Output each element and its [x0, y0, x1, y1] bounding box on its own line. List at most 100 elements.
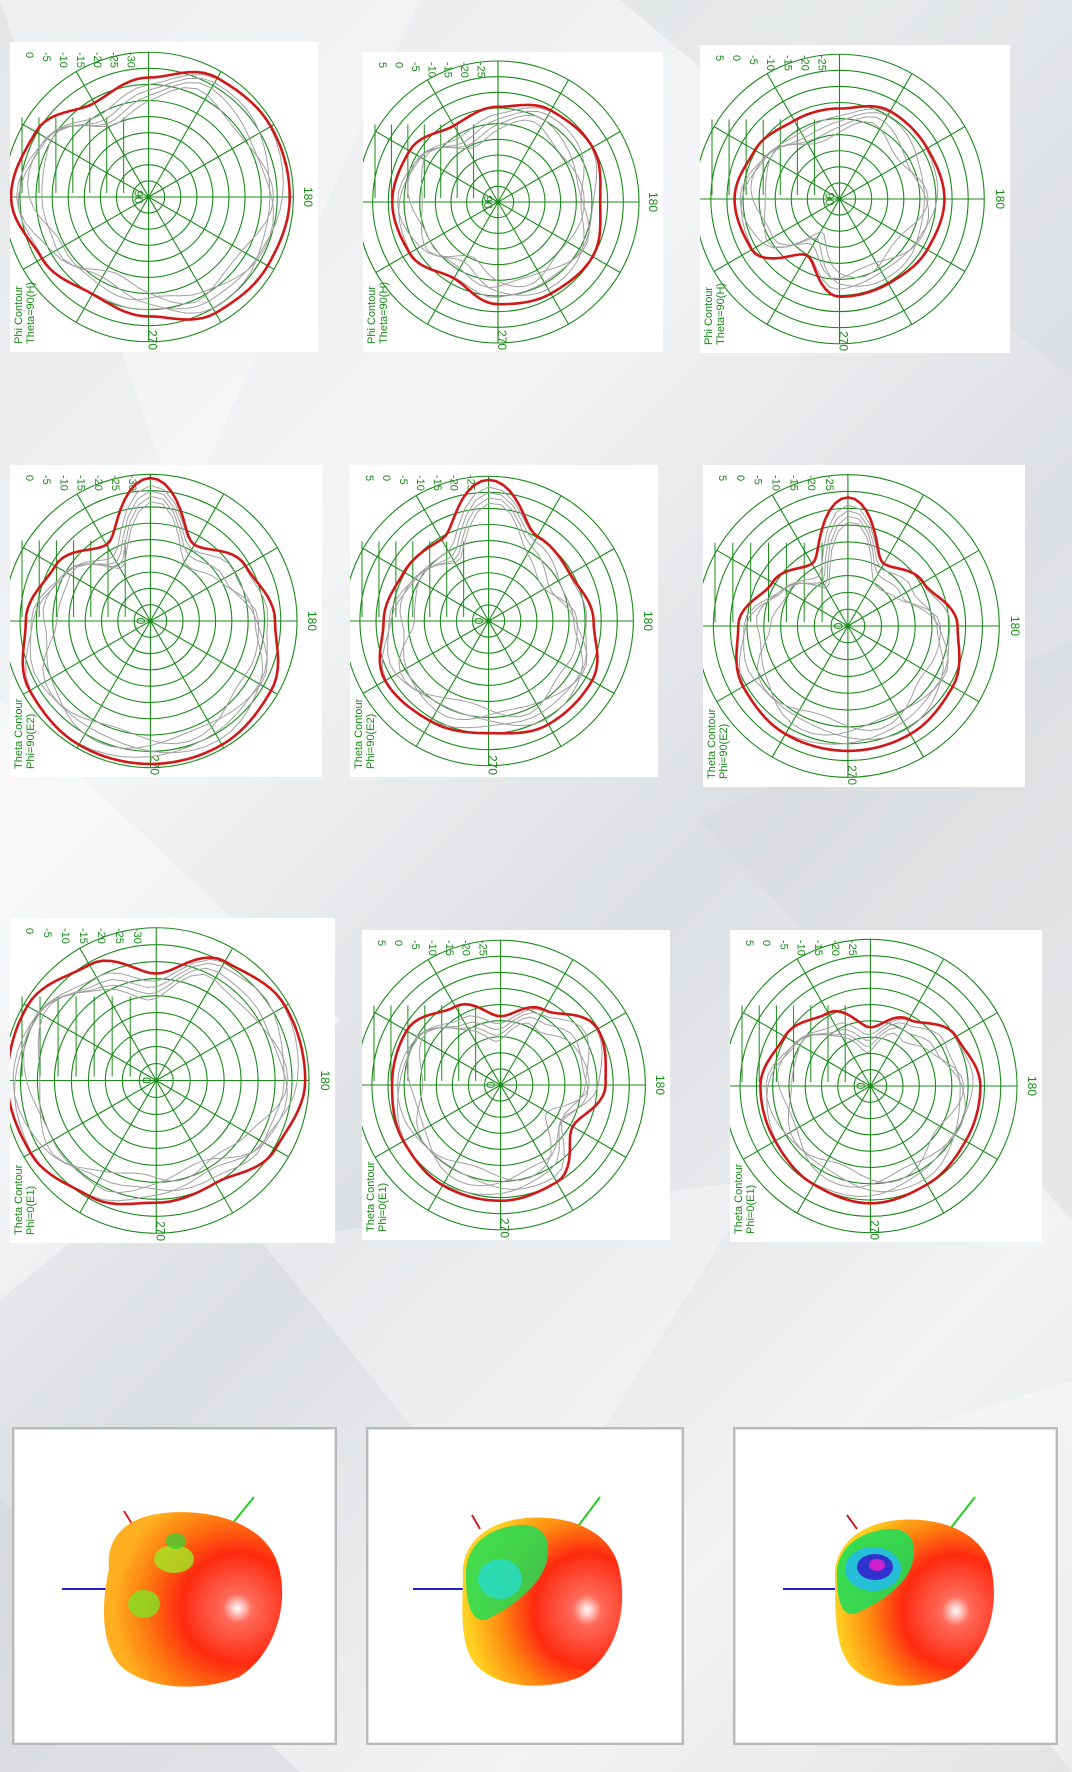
- angle-label: 0: [133, 618, 147, 625]
- comparison-trace: [420, 119, 585, 288]
- polar-plot-theta-phi90-a: 0 -5 -10 -15 -20 -25 -30 0 270 180 Theta Contour Ph…: [10, 465, 322, 777]
- grid-spoke: [839, 73, 913, 200]
- radiation-3d-svg-b: [413, 1496, 623, 1686]
- ring-label: -25: [823, 475, 835, 491]
- grid-spoke: [76, 620, 151, 749]
- comparison-trace: [29, 490, 264, 754]
- grid-spoke: [713, 126, 840, 200]
- ring-label: -10: [59, 928, 71, 944]
- plot-cut-label: Phi=0(E1): [377, 1183, 389, 1232]
- angle-label: 270: [845, 765, 859, 785]
- ring-label: -25: [113, 928, 125, 944]
- grid-spoke: [869, 958, 945, 1087]
- grid-spoke: [839, 126, 966, 200]
- grid-spoke: [375, 201, 499, 273]
- radiation-3d-svg-c: [783, 1496, 994, 1686]
- ring-label: 0: [392, 62, 404, 68]
- ring-label: -10: [770, 475, 782, 491]
- grid-spoke: [716, 625, 849, 703]
- ring-label: -30: [131, 928, 143, 944]
- axis-x-line: [123, 1510, 133, 1525]
- grid-spoke: [427, 79, 499, 203]
- ring-label: -30: [126, 475, 138, 491]
- ring-label: -10: [57, 52, 69, 68]
- angle-label: 270: [146, 330, 160, 350]
- comparison-trace: [396, 110, 585, 296]
- grid-spoke: [75, 71, 150, 198]
- grid-spoke: [150, 547, 278, 622]
- comparison-trace: [756, 515, 949, 736]
- ring-label: -10: [426, 940, 438, 956]
- angle-label: 90: [481, 195, 495, 209]
- ring-label: -30: [125, 52, 137, 68]
- measured-trace: [390, 103, 602, 306]
- measured-trace: [735, 496, 961, 753]
- axis-x-line: [471, 1514, 481, 1530]
- plot-cut-label: Phi=0(E1): [745, 1185, 757, 1234]
- angle-label: 180: [318, 1070, 332, 1090]
- ring-label: 0: [734, 475, 746, 481]
- comparison-trace: [42, 501, 260, 745]
- polar-plot-phi-theta90-c: 5 0 -5 -10 -15 -20 -25 90 270 180 Phi Contour Theta…: [700, 45, 1010, 353]
- ring-label: -15: [74, 52, 86, 68]
- ring-label: -10: [414, 475, 426, 491]
- comparison-trace: [750, 116, 929, 280]
- polar-plot-theta-phi90-b: 5 0 -5 -10 -15 -20 -25 0 270 180 Theta Contour Phi=…: [350, 465, 658, 777]
- angle-label: 180: [993, 189, 1007, 209]
- grid-spoke: [148, 124, 275, 198]
- measured-trace: [733, 104, 946, 299]
- grid-spoke: [743, 1085, 871, 1160]
- ring-label: 0: [392, 940, 404, 946]
- polar-grid: 0 -5 -10 -15 -20 -25 -30 90 270 180: [10, 51, 315, 350]
- ring-label: -20: [829, 940, 841, 956]
- plot-contour-label: Theta Contour: [365, 1161, 377, 1232]
- axis-x-line: [846, 1514, 858, 1530]
- grid-spoke: [847, 494, 925, 627]
- ring-label: -10: [57, 475, 69, 491]
- ring-label: -25: [477, 940, 489, 956]
- angle-label: 0: [472, 618, 486, 625]
- grid-spoke: [415, 495, 490, 622]
- comparison-trace: [387, 491, 584, 727]
- angle-label: 270: [498, 1218, 512, 1238]
- grid-spoke: [869, 1085, 945, 1214]
- ring-label: -5: [41, 928, 53, 938]
- ring-label: 0: [730, 55, 742, 61]
- comparison-trace: [406, 1016, 589, 1187]
- angle-label: 180: [1025, 1076, 1039, 1096]
- comparison-trace: [12, 962, 285, 1192]
- polar-plot-theta-phi0-b: 5 0 -5 -10 -15 -20 -25 0 270 180 Theta Contour Phi=…: [362, 930, 670, 1240]
- grid-spoke: [870, 1085, 998, 1160]
- ring-label: 5: [363, 475, 375, 481]
- ring-label: -20: [92, 475, 104, 491]
- polar-plot-theta-phi0-a: 0 -5 -10 -15 -20 -25 -30 0 270 180 Theta Contour Ph…: [10, 918, 335, 1243]
- polar-plot-theta-phi90-c: 5 0 -5 -10 -15 -20 -25 0 270 180 Theta Contour Phi=…: [703, 465, 1025, 787]
- grid-spoke: [839, 198, 966, 272]
- angle-label: 180: [641, 611, 655, 631]
- polar-chart-svg: 5 0 -5 -10 -15 -20 -25 90 270 180 Phi Contour Theta…: [700, 53, 1007, 351]
- comparison-trace: [743, 510, 944, 741]
- ring-label: 0: [23, 52, 35, 58]
- ring-label: -15: [77, 928, 89, 944]
- angle-label: 270: [867, 1220, 881, 1240]
- ring-label: -25: [846, 940, 858, 956]
- ring-label: -20: [95, 928, 107, 944]
- angle-label: 180: [301, 187, 315, 207]
- radiation-3d-svg-a: [62, 1496, 283, 1687]
- ring-label: -5: [409, 62, 421, 72]
- radiation-pattern-3d-c: [733, 1427, 1058, 1745]
- comparison-trace: [399, 497, 588, 721]
- grid-spoke: [427, 959, 502, 1086]
- ring-label: 5: [713, 55, 725, 61]
- grid-spoke: [148, 196, 275, 270]
- polar-chart-svg: 0 -5 -10 -15 -20 -25 -30 90 270 180 Phi Contour The…: [10, 51, 315, 350]
- comparison-trace: [776, 1026, 966, 1188]
- plot-cut-label: Theta=90(H): [25, 282, 37, 344]
- comparison-trace: [739, 112, 926, 287]
- angle-label: 90: [823, 192, 837, 206]
- ring-label: -15: [812, 940, 824, 956]
- angle-label: 90: [132, 190, 146, 204]
- ring-label: -20: [798, 55, 810, 71]
- grid-spoke: [150, 620, 278, 695]
- grid-spoke: [796, 1085, 871, 1214]
